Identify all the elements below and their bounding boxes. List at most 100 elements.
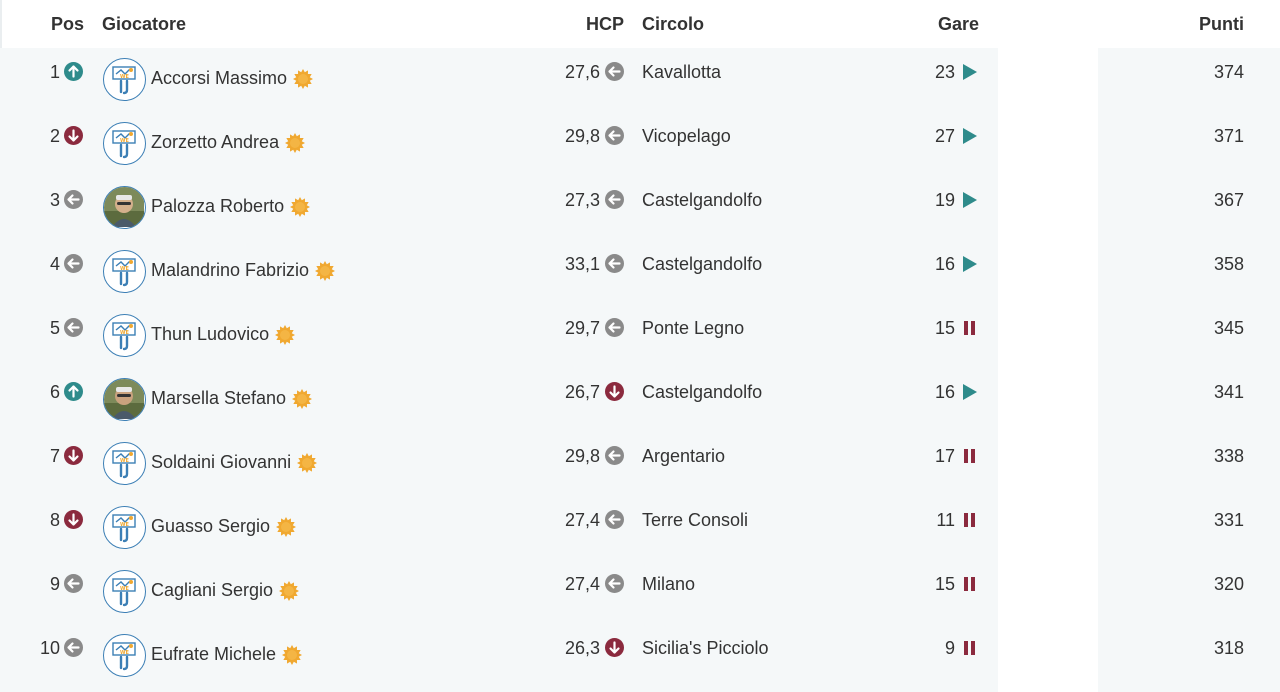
races-count: 19: [934, 190, 955, 210]
points-value: 318: [1213, 638, 1244, 658]
hcp-trend-same-icon: [605, 254, 624, 273]
header-points[interactable]: Punti: [1199, 14, 1244, 34]
logo-avatar[interactable]: WE: [103, 314, 146, 357]
races-count: 11: [936, 510, 955, 530]
header-player[interactable]: Giocatore: [102, 14, 187, 34]
player-name[interactable]: Guasso Sergio: [151, 516, 297, 537]
logo-avatar[interactable]: WE: [103, 570, 146, 613]
player-name-text[interactable]: Soldaini Giovanni: [151, 452, 292, 472]
svg-text:WE: WE: [120, 586, 130, 592]
photo-avatar[interactable]: [103, 186, 146, 229]
svg-text:WE: WE: [120, 330, 130, 336]
status-pause-icon[interactable]: [962, 511, 978, 529]
player-name[interactable]: Eufrate Michele: [151, 644, 303, 665]
table-row[interactable]: 4 WE Malandrino Fabrizio 33,1 Castelgandolfo…: [0, 240, 1280, 304]
logo-avatar[interactable]: WE: [103, 634, 146, 677]
points-value: 371: [1213, 126, 1244, 146]
hcp-value: 29,7: [564, 318, 600, 338]
club-name[interactable]: Castelgandolfo: [642, 382, 763, 402]
player-name[interactable]: Cagliani Sergio: [151, 580, 300, 601]
player-name[interactable]: Accorsi Massimo: [151, 68, 314, 89]
hcp-trend-same-icon: [605, 190, 624, 209]
hcp-value: 27,3: [564, 190, 600, 210]
table-row[interactable]: 10 WE Eufrate Michele 26,3 Sicilia's Picciol…: [0, 624, 1280, 688]
table-body-background: [0, 48, 998, 692]
status-pause-icon[interactable]: [962, 639, 978, 657]
club-name[interactable]: Terre Consoli: [642, 510, 749, 530]
player-name[interactable]: Soldaini Giovanni: [151, 452, 318, 473]
status-pause-icon[interactable]: [962, 575, 978, 593]
logo-avatar[interactable]: WE: [103, 250, 146, 293]
player-name[interactable]: Malandrino Fabrizio: [151, 260, 336, 281]
badge-star-icon: [275, 324, 296, 345]
header-pos[interactable]: Pos: [50, 14, 84, 34]
svg-text:WE: WE: [120, 138, 130, 144]
trend-up-icon: [64, 382, 83, 401]
status-pause-icon[interactable]: [962, 319, 978, 337]
status-play-icon[interactable]: [962, 127, 978, 145]
player-name-text[interactable]: Guasso Sergio: [151, 516, 271, 536]
player-name-text[interactable]: Malandrino Fabrizio: [151, 260, 310, 280]
header-club[interactable]: Circolo: [642, 14, 705, 34]
hcp-trend-same-icon: [605, 318, 624, 337]
hcp-trend-same-icon: [605, 510, 624, 529]
player-name-text[interactable]: Marsella Stefano: [151, 388, 287, 408]
table-row[interactable]: 2 WE Zorzetto Andrea 29,8 Vicopelago 27 371: [0, 112, 1280, 176]
status-play-icon[interactable]: [962, 255, 978, 273]
club-name[interactable]: Kavallotta: [642, 62, 722, 82]
status-pause-icon[interactable]: [962, 447, 978, 465]
player-name-text[interactable]: Eufrate Michele: [151, 644, 277, 664]
player-name[interactable]: Palozza Roberto: [151, 196, 311, 217]
position-number: 9: [49, 574, 60, 594]
club-name[interactable]: Sicilia's Picciolo: [642, 638, 769, 658]
player-name-text[interactable]: Zorzetto Andrea: [151, 132, 280, 152]
player-name-text[interactable]: Thun Ludovico: [151, 324, 270, 344]
club-name[interactable]: Castelgandolfo: [642, 190, 763, 210]
status-play-icon[interactable]: [962, 63, 978, 81]
table-row[interactable]: 8 WE Guasso Sergio 27,4 Terre Consoli 11 331: [0, 496, 1280, 560]
table-row[interactable]: 7 WE Soldaini Giovanni 29,8 Argentario 17 338: [0, 432, 1280, 496]
trend-same-icon: [64, 318, 83, 337]
points-value: 358: [1213, 254, 1244, 274]
table-row[interactable]: 6 Marsella Stefano 26,7 Castelgandolfo 16 341: [0, 368, 1280, 432]
logo-avatar[interactable]: WE: [103, 506, 146, 549]
table-row[interactable]: 1 WE Accorsi Massimo 27,6 Kavallotta 23 374: [0, 48, 1280, 112]
points-value: 331: [1213, 510, 1244, 530]
points-value: 345: [1213, 318, 1244, 338]
hcp-trend-down-icon: [605, 382, 624, 401]
position-number: 1: [49, 62, 60, 82]
table-header: Pos Giocatore HCP Circolo Gare Punti: [0, 0, 1280, 48]
svg-text:WE: WE: [120, 74, 130, 80]
photo-avatar[interactable]: [103, 378, 146, 421]
hcp-trend-same-icon: [605, 574, 624, 593]
svg-text:WE: WE: [120, 458, 130, 464]
header-hcp[interactable]: HCP: [585, 14, 624, 34]
player-name-text[interactable]: Accorsi Massimo: [151, 68, 288, 88]
table-row[interactable]: 3 Palozza Roberto 27,3 Castelgandolfo 19 367: [0, 176, 1280, 240]
hcp-value: 29,8: [564, 126, 600, 146]
club-name[interactable]: Castelgandolfo: [642, 254, 763, 274]
club-name[interactable]: Ponte Legno: [642, 318, 745, 338]
badge-star-icon: [279, 580, 300, 601]
player-name-text[interactable]: Palozza Roberto: [151, 196, 285, 216]
position-number: 3: [49, 190, 60, 210]
club-name[interactable]: Argentario: [642, 446, 726, 466]
player-name[interactable]: Zorzetto Andrea: [151, 132, 306, 153]
player-name[interactable]: Marsella Stefano: [151, 388, 313, 409]
badge-star-icon: [315, 260, 336, 281]
status-play-icon[interactable]: [962, 191, 978, 209]
logo-avatar[interactable]: WE: [103, 122, 146, 165]
status-play-icon[interactable]: [962, 383, 978, 401]
player-name-text[interactable]: Cagliani Sergio: [151, 580, 274, 600]
header-races[interactable]: Gare: [937, 14, 979, 34]
table-row[interactable]: 9 WE Cagliani Sergio 27,4 Milano 15 320: [0, 560, 1280, 624]
logo-avatar[interactable]: WE: [103, 58, 146, 101]
club-name[interactable]: Milano: [642, 574, 696, 594]
badge-star-icon: [276, 516, 297, 537]
player-name[interactable]: Thun Ludovico: [151, 324, 296, 345]
logo-avatar[interactable]: WE: [103, 442, 146, 485]
position-number: 5: [49, 318, 60, 338]
club-name[interactable]: Vicopelago: [642, 126, 731, 146]
table-row[interactable]: 5 WE Thun Ludovico 29,7 Ponte Legno 15 345: [0, 304, 1280, 368]
badge-star-icon: [292, 388, 313, 409]
